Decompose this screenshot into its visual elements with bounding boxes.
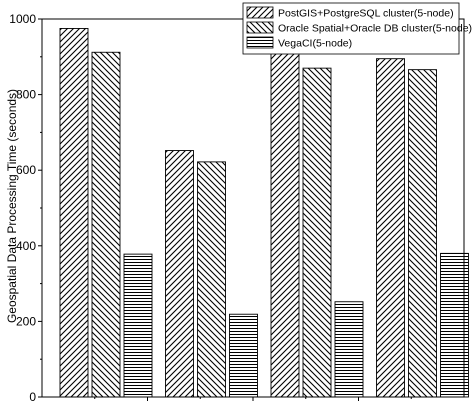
legend-label-2: Oracle Spatial+Oracle DB cluster(5-node) [278, 23, 472, 35]
y-tick-label-0: 0 [29, 390, 36, 404]
bar-2-4 [408, 69, 437, 398]
legend-label-1: PostGIS+PostgreSQL cluster(5-node) [278, 8, 454, 20]
bar-1-4 [376, 58, 405, 398]
y-tick-label-2: 400 [16, 239, 36, 253]
y-axis-label: Geospatial Data Processing Time (seconds… [5, 89, 19, 323]
bar-1-3 [270, 51, 300, 398]
bar-2-3 [302, 67, 332, 398]
y-tick-label-3: 600 [16, 163, 36, 177]
bar-1-1 [59, 28, 89, 398]
bar-3-3 [334, 301, 364, 398]
y-tick-label-4: 800 [16, 88, 36, 102]
bar-2-2 [197, 161, 226, 398]
legend: PostGIS+PostgreSQL cluster(5-node) Oracle… [242, 2, 472, 55]
legend-swatch-2 [246, 21, 274, 34]
y-tick-label-1: 200 [16, 314, 36, 328]
legend-swatch-3 [246, 36, 274, 49]
bar-3-2 [229, 313, 258, 398]
bar-1-2 [165, 150, 194, 398]
legend-swatch-1 [246, 6, 274, 19]
bar-2-1 [91, 51, 121, 398]
legend-label-3: VegaCI(5-node) [278, 38, 352, 50]
y-tick-label-5: 1000 [9, 12, 36, 26]
legend-box [242, 2, 460, 55]
bar-3-1 [123, 253, 153, 398]
